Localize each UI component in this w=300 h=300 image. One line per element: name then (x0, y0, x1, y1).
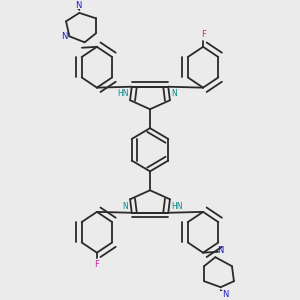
Text: N: N (217, 246, 223, 255)
Text: N: N (76, 1, 82, 10)
Text: N: N (123, 202, 128, 211)
Text: N: N (61, 32, 68, 41)
Text: HN: HN (172, 202, 183, 211)
Text: F: F (94, 260, 99, 269)
Text: N: N (222, 290, 228, 299)
Text: HN: HN (117, 89, 128, 98)
Text: F: F (201, 30, 206, 39)
Text: N: N (172, 89, 177, 98)
